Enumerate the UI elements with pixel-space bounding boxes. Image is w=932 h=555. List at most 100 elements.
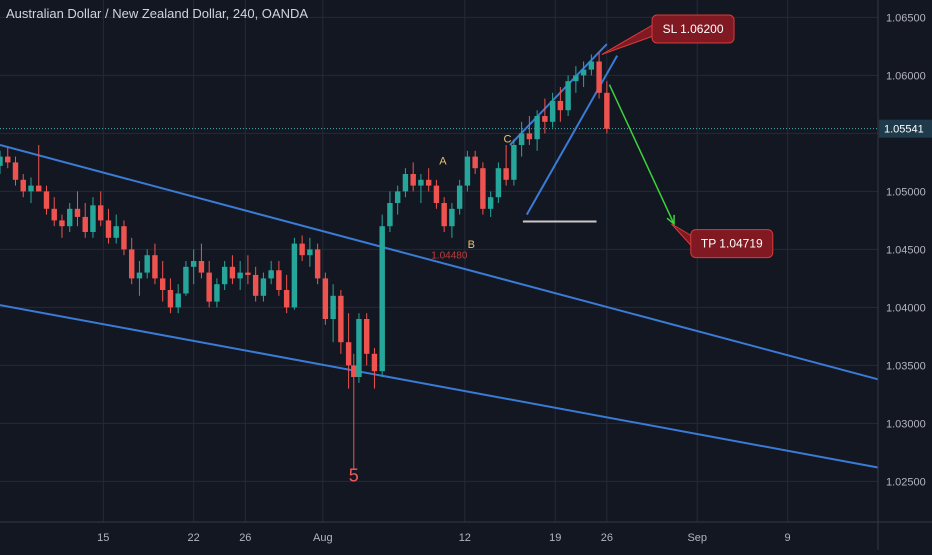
candle-body: [121, 226, 127, 250]
candle-body: [487, 197, 494, 209]
candle-body: [82, 216, 88, 232]
current-price-tag: [879, 119, 932, 138]
candle-body: [495, 168, 502, 198]
trend-line[interactable]: [0, 304, 879, 469]
candle-body: [449, 208, 455, 227]
wave-label: B: [468, 239, 475, 251]
candle-body: [20, 179, 26, 192]
wave-label: A: [439, 156, 447, 168]
target-arrow-line: [608, 84, 675, 225]
candle-body: [402, 174, 409, 192]
candle-body: [59, 220, 65, 227]
price-tick-label: 1.04500: [886, 244, 926, 256]
stop-loss-label: SL 1.06200: [663, 22, 724, 36]
candle-body: [98, 205, 104, 221]
candle-body: [511, 145, 517, 180]
candle-body: [604, 92, 610, 129]
candle-body: [464, 156, 471, 186]
candle-body: [136, 272, 143, 279]
candle-body: [28, 185, 34, 192]
candle-body: [363, 319, 370, 354]
candle-body: [549, 100, 556, 122]
candle-body: [74, 208, 81, 217]
price-tick-label: 1.03000: [886, 418, 926, 430]
time-tick-label: Aug: [313, 532, 333, 544]
candle-body: [330, 295, 336, 319]
candle-body: [351, 365, 357, 377]
candle-body: [307, 249, 313, 256]
arrow-head-icon: [666, 214, 675, 226]
candle-body: [418, 179, 424, 186]
candle-body: [518, 133, 525, 145]
time-tick-label: Sep: [687, 532, 707, 544]
candle-body: [387, 203, 393, 227]
candle-body: [456, 185, 463, 209]
time-tick-label: 12: [459, 532, 471, 544]
candle-body: [167, 290, 174, 308]
candle-body: [371, 353, 378, 372]
candle-body: [433, 185, 440, 203]
candle-body: [425, 179, 432, 186]
candle-body: [214, 284, 220, 302]
candle-body: [557, 100, 564, 111]
time-tick-label: 26: [239, 532, 251, 544]
candle-body: [314, 249, 321, 279]
wave-label: C: [503, 134, 511, 146]
price-tick-label: 1.06000: [886, 70, 926, 82]
price-tick-label: 1.06500: [886, 12, 926, 24]
candle-body: [322, 278, 329, 319]
candle-body: [206, 272, 212, 302]
candle-body: [43, 191, 50, 209]
take-profit-label: TP 1.04719: [701, 237, 763, 251]
candle-body: [190, 261, 197, 267]
candle-body: [237, 272, 243, 279]
price-tick-label: 1.03500: [886, 360, 926, 372]
candle-body: [291, 243, 298, 308]
candle-body: [394, 191, 401, 203]
candle-body: [229, 266, 236, 279]
candle-body: [268, 270, 274, 279]
candle-body: [299, 243, 305, 256]
candle-body: [90, 205, 96, 232]
price-tick-label: 1.04000: [886, 302, 926, 314]
time-tick-label: 9: [785, 532, 791, 544]
candle-body: [565, 81, 571, 111]
trend-line[interactable]: [509, 43, 608, 146]
candle-body: [276, 270, 282, 290]
candle-body: [12, 162, 19, 180]
time-tick-label: 19: [549, 532, 561, 544]
stop-loss-box[interactable]: [651, 14, 735, 44]
time-tick-label: 26: [601, 532, 613, 544]
candle-body: [183, 266, 189, 294]
candle-body: [128, 249, 135, 279]
price-tick-label: 1.02500: [886, 476, 926, 488]
candle-body: [526, 133, 533, 140]
candle-body: [534, 116, 540, 140]
candle-body: [472, 156, 478, 169]
candle-body: [0, 156, 3, 166]
take-profit-box[interactable]: [690, 229, 774, 259]
time-tick-label: 15: [97, 532, 109, 544]
candle-body: [573, 75, 579, 82]
candle-body: [198, 261, 205, 273]
candle-body: [113, 226, 119, 238]
candle-body: [5, 156, 11, 163]
candle-body: [503, 168, 509, 180]
wave-label: 5: [349, 465, 359, 485]
current-price-label: 1.05541: [884, 124, 924, 136]
candle-body: [105, 220, 112, 238]
candle-body: [356, 319, 362, 377]
level-value-label: 1.04480: [431, 251, 468, 262]
chart-title: Australian Dollar / New Zealand Dollar, …: [6, 6, 309, 21]
candle-body: [144, 255, 150, 273]
trend-line[interactable]: [0, 144, 879, 381]
candle-body: [480, 168, 486, 209]
candle-body: [221, 266, 228, 285]
candle-body: [542, 116, 548, 122]
candle-body: [345, 342, 352, 366]
trend-line[interactable]: [525, 55, 619, 216]
candle-body: [260, 278, 267, 296]
candle-body: [36, 185, 42, 192]
